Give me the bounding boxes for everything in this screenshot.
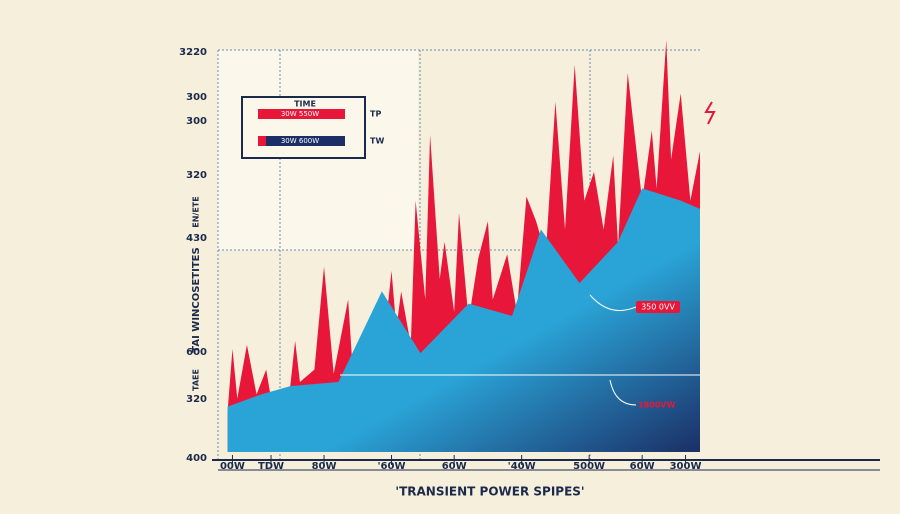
annotation: 1800VW — [638, 401, 675, 410]
legend-swatch — [258, 136, 345, 146]
chart-title: 'TRANSIENT POWER SPIPES' — [395, 485, 584, 499]
legend-text: 30W 600W — [281, 137, 319, 145]
annotation-line — [589, 294, 637, 311]
legend-label: TW — [370, 137, 384, 146]
x-tick-label: 60W — [630, 461, 655, 472]
x-tick-label: 00W — [220, 461, 245, 472]
side-label: EN/ETE — [192, 196, 201, 227]
y-label: 400 — [186, 453, 207, 464]
y-label: 600 — [186, 347, 207, 358]
annotation-tag — [636, 301, 680, 313]
y-label: 3220 — [179, 47, 207, 58]
annotation-line — [609, 379, 637, 406]
y-label: 430 — [186, 233, 207, 244]
legend-text: 30W 550W — [281, 110, 319, 118]
x-tick-label: '60W — [378, 461, 406, 472]
legend-box — [241, 96, 366, 159]
legend-label: TP — [370, 110, 381, 119]
legend-title: TIME — [294, 100, 316, 109]
annotation: 350 0VV — [641, 303, 675, 312]
x-tick-label: 300W — [670, 461, 702, 472]
x-tick-label: 80W — [312, 461, 337, 472]
x-tick-label: 500W — [573, 461, 605, 472]
y-label: 320 — [186, 394, 207, 405]
y-label: 300 — [186, 116, 207, 127]
legend-swatch — [258, 136, 266, 146]
y-label: 300 — [186, 92, 207, 103]
legend-swatch — [258, 109, 345, 119]
area — [227, 188, 700, 452]
bolt-icon — [704, 101, 716, 125]
y-axis-label: TAI WINCOSETITES — [191, 247, 202, 352]
legend: TIME 30W 550W TP 30W 600W TW — [241, 96, 384, 159]
side-label: TAEE — [192, 369, 201, 391]
x-tick-label: TDW — [258, 461, 284, 472]
y-label: 320 — [186, 170, 207, 181]
x-tick-label: 60W — [442, 461, 467, 472]
x-tick-label: '40W — [508, 461, 536, 472]
